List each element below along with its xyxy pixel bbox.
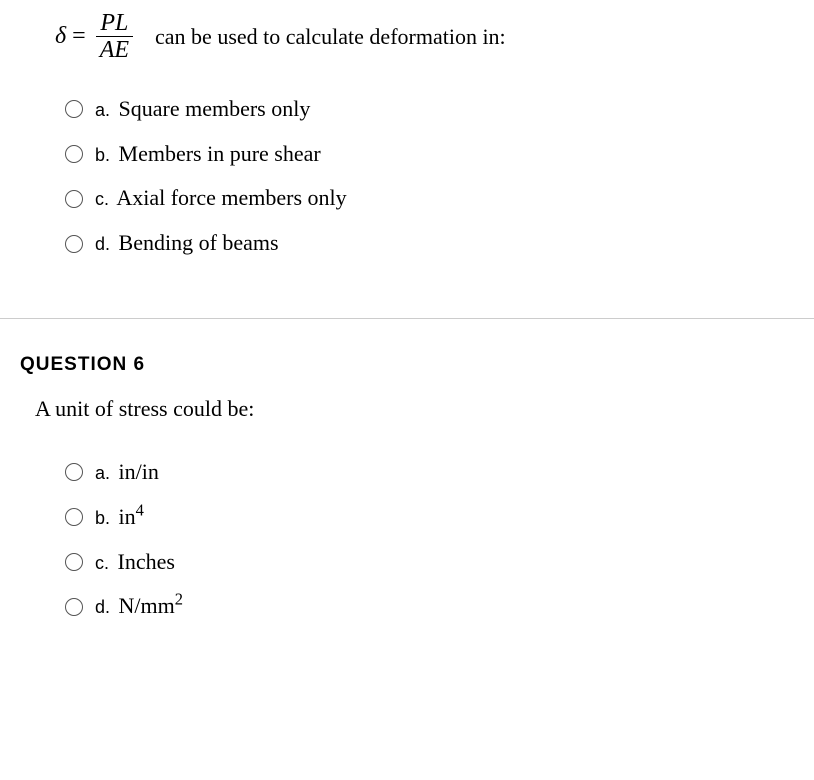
option-c[interactable]: c. Axial force members only bbox=[65, 183, 794, 214]
formula-lhs: δ bbox=[55, 23, 66, 50]
option-text: Members in pure shear bbox=[119, 141, 321, 166]
option-label: c. bbox=[95, 553, 109, 573]
numerator: PL bbox=[96, 10, 132, 36]
radio-icon[interactable] bbox=[65, 463, 83, 481]
option-text: Bending of beams bbox=[119, 230, 279, 255]
formula: δ = PL AE bbox=[55, 10, 137, 64]
equals-sign: = bbox=[72, 23, 86, 50]
question-5-prompt: δ = PL AE can be used to calculate defor… bbox=[0, 10, 814, 64]
question-5: δ = PL AE can be used to calculate defor… bbox=[0, 0, 814, 298]
option-label: b. bbox=[95, 145, 110, 165]
option-a[interactable]: a. Square members only bbox=[65, 94, 794, 125]
radio-icon[interactable] bbox=[65, 145, 83, 163]
option-d[interactable]: d. N/mm2 bbox=[65, 591, 794, 622]
question-6-heading: QUESTION 6 bbox=[0, 354, 814, 376]
radio-icon[interactable] bbox=[65, 508, 83, 526]
option-text: Inches bbox=[118, 549, 175, 574]
radio-icon[interactable] bbox=[65, 598, 83, 616]
radio-icon[interactable] bbox=[65, 100, 83, 118]
option-d[interactable]: d. Bending of beams bbox=[65, 228, 794, 259]
option-label: c. bbox=[95, 189, 109, 209]
option-text: in/in bbox=[119, 459, 159, 484]
radio-icon[interactable] bbox=[65, 190, 83, 208]
option-label: d. bbox=[95, 234, 110, 254]
radio-icon[interactable] bbox=[65, 235, 83, 253]
question-5-options: a. Square members only b. Members in pur… bbox=[0, 94, 814, 259]
question-5-text: can be used to calculate deformation in: bbox=[155, 24, 506, 50]
option-b[interactable]: b. in4 bbox=[65, 502, 794, 533]
option-label: b. bbox=[95, 508, 110, 528]
divider bbox=[0, 318, 814, 319]
radio-icon[interactable] bbox=[65, 553, 83, 571]
option-text: Square members only bbox=[119, 96, 311, 121]
fraction: PL AE bbox=[96, 10, 133, 64]
denominator: AE bbox=[96, 36, 133, 63]
question-6-text: A unit of stress could be: bbox=[0, 396, 814, 422]
question-6-options: a. in/in b. in4 c. Inches d. N/mm2 bbox=[0, 457, 814, 622]
option-text: in4 bbox=[119, 504, 144, 529]
option-c[interactable]: c. Inches bbox=[65, 547, 794, 578]
option-text: Axial force members only bbox=[116, 185, 346, 210]
option-label: a. bbox=[95, 463, 110, 483]
option-b[interactable]: b. Members in pure shear bbox=[65, 139, 794, 170]
option-label: a. bbox=[95, 100, 110, 120]
question-6: QUESTION 6 A unit of stress could be: a.… bbox=[0, 344, 814, 661]
option-a[interactable]: a. in/in bbox=[65, 457, 794, 488]
option-text: N/mm2 bbox=[119, 593, 183, 618]
option-label: d. bbox=[95, 597, 110, 617]
